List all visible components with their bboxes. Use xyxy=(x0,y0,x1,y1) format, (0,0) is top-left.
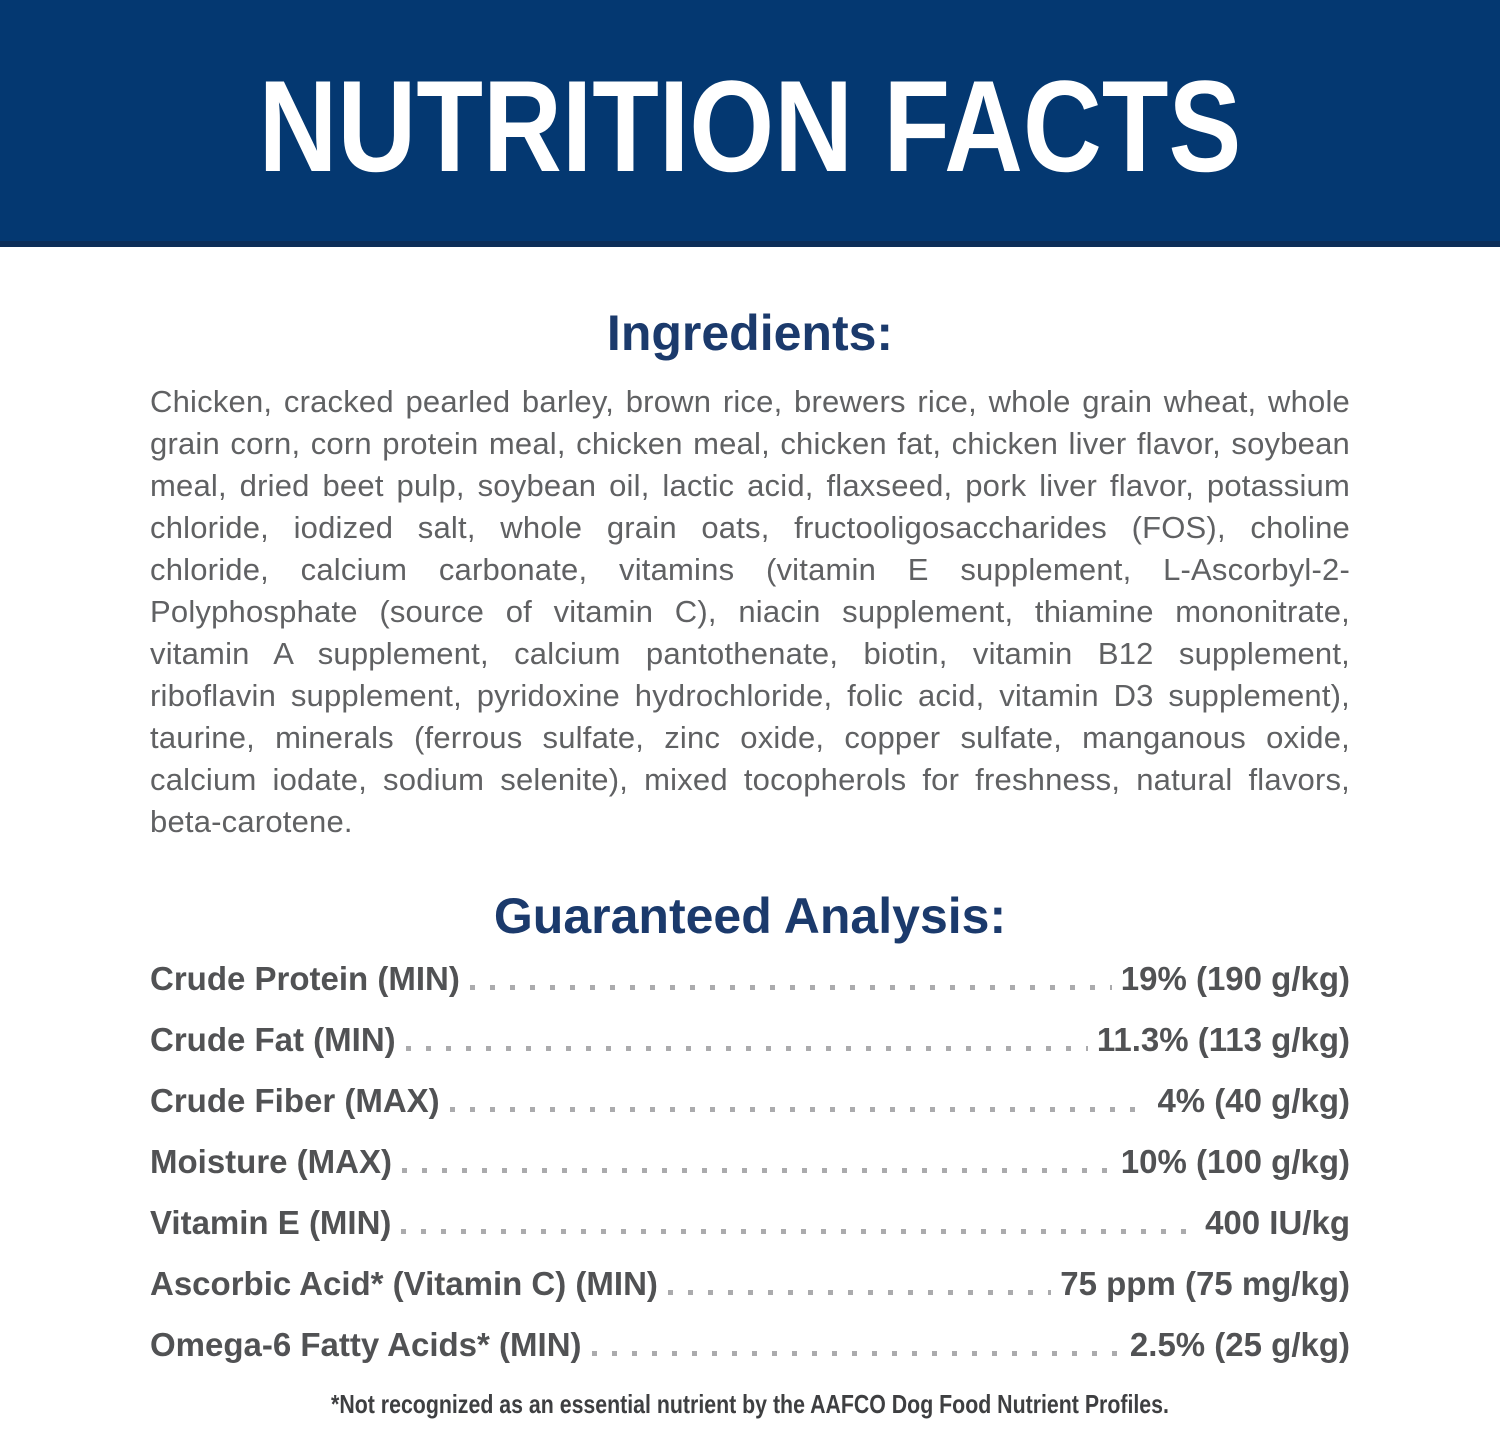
ingredients-heading: Ingredients: xyxy=(606,305,894,361)
header-banner: NUTRITION FACTS xyxy=(0,0,1500,247)
analysis-row-label: Moisture (MAX) xyxy=(150,1143,392,1180)
analysis-row-label: Crude Protein (MIN) xyxy=(150,960,460,997)
analysis-row-value: 10% (100 g/kg) xyxy=(1120,1143,1350,1180)
analysis-row-vitamin-e: Vitamin E (MIN) 400 IU/kg xyxy=(150,1204,1350,1265)
guaranteed-analysis-heading: Guaranteed Analysis: xyxy=(493,888,1007,944)
analysis-row-label: Omega-6 Fatty Acids* (MIN) xyxy=(150,1326,582,1363)
analysis-row-ascorbic-acid: Ascorbic Acid* (Vitamin C) (MIN) 75 ppm … xyxy=(150,1265,1350,1326)
analysis-row-crude-protein: Crude Protein (MIN) 19% (190 g/kg) xyxy=(150,960,1350,1021)
dot-leader xyxy=(667,1290,1052,1295)
analysis-row-label: Ascorbic Acid* (Vitamin C) (MIN) xyxy=(150,1265,658,1302)
dot-leader xyxy=(402,1168,1112,1173)
analysis-row-value: 11.3% (113 g/kg) xyxy=(1096,1021,1350,1058)
page-title: NUTRITION FACTS xyxy=(258,52,1242,199)
dot-leader xyxy=(449,1107,1149,1112)
analysis-row-crude-fiber: Crude Fiber (MAX) 4% (40 g/kg) xyxy=(150,1082,1350,1143)
dot-leader xyxy=(405,1046,1088,1051)
ingredients-text: Chicken, cracked pearled barley, brown r… xyxy=(150,384,1350,839)
analysis-row-value: 19% (190 g/kg) xyxy=(1120,960,1350,997)
analysis-row-value: 75 ppm (75 mg/kg) xyxy=(1060,1265,1350,1302)
analysis-row-value: 400 IU/kg xyxy=(1205,1204,1350,1241)
analysis-row-omega-6: Omega-6 Fatty Acids* (MIN) 2.5% (25 g/kg… xyxy=(150,1326,1350,1387)
analysis-row-crude-fat: Crude Fat (MIN) 11.3% (113 g/kg) xyxy=(150,1021,1350,1082)
analysis-row-label: Crude Fiber (MAX) xyxy=(150,1082,440,1119)
analysis-row-value: 4% (40 g/kg) xyxy=(1157,1082,1350,1119)
dot-leader xyxy=(469,985,1112,990)
dot-leader xyxy=(401,1229,1197,1234)
dot-leader xyxy=(591,1351,1121,1356)
analysis-row-label: Vitamin E (MIN) xyxy=(150,1204,392,1241)
analysis-row-label: Crude Fat (MIN) xyxy=(150,1021,396,1058)
footnote: *Not recognized as an essential nutrient… xyxy=(331,1389,1169,1419)
analysis-row-value: 2.5% (25 g/kg) xyxy=(1129,1326,1350,1363)
guaranteed-analysis-table: Crude Protein (MIN) 19% (190 g/kg) Crude… xyxy=(150,960,1350,1387)
analysis-row-moisture: Moisture (MAX) 10% (100 g/kg) xyxy=(150,1143,1350,1204)
